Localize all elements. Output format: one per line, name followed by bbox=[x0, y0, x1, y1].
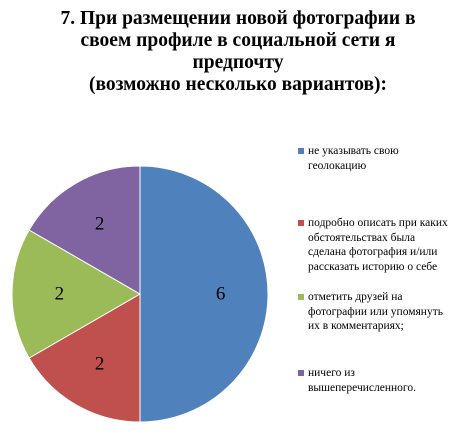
pie-data-label: 2 bbox=[95, 353, 105, 374]
legend-label: не указывать свою геолокацию bbox=[308, 144, 476, 173]
chart-title-line: 7. При размещении новой фотографии в bbox=[60, 8, 416, 29]
chart-title-line: своем профиле в социальной сети я bbox=[80, 30, 396, 51]
legend-label-line: не указывать свою bbox=[308, 145, 399, 157]
legend-label: ничего из вышеперечисленного. bbox=[308, 366, 476, 395]
legend-item: подробно описать при каких обстоятельств… bbox=[298, 216, 476, 274]
legend-label-line: геолокацию bbox=[308, 159, 367, 172]
pie-data-label: 6 bbox=[216, 284, 226, 305]
legend-swatch bbox=[298, 370, 304, 376]
legend-label-line: рассказать историю о себе bbox=[308, 260, 438, 273]
legend-swatch bbox=[298, 220, 304, 226]
legend-label-line: их в комментариях; bbox=[308, 320, 404, 332]
legend-label-line: ничего из bbox=[308, 367, 355, 379]
pie-data-label: 2 bbox=[95, 214, 105, 235]
pie-slice bbox=[139, 165, 269, 423]
pie-slice bbox=[28, 293, 141, 423]
legend-label-line: подробно описать при каких bbox=[308, 217, 448, 229]
legend-label-line: фотографии или упомянуть bbox=[308, 305, 443, 318]
legend-label: подробно описать при каких обстоятельств… bbox=[308, 216, 476, 274]
legend-swatch bbox=[298, 294, 304, 300]
chart-title: 7. При размещении новой фотографии в сво… bbox=[0, 8, 476, 96]
legend-swatch bbox=[298, 148, 304, 154]
legend-item: ничего из вышеперечисленного. bbox=[298, 366, 476, 395]
chart-title-line: предпочту bbox=[192, 52, 284, 73]
legend-label: отметить друзей на фотографии или упомян… bbox=[308, 290, 476, 334]
legend-label-line: сделана фотография и/или bbox=[308, 246, 438, 258]
pie-slice bbox=[28, 165, 141, 295]
chart-title-line: (возможно несколько вариантов): bbox=[88, 74, 388, 95]
pie-slice bbox=[11, 229, 142, 359]
legend-label-line: вышеперечисленного. bbox=[308, 381, 416, 394]
pie-data-label: 2 bbox=[55, 284, 65, 305]
legend-item: отметить друзей на фотографии или упомян… bbox=[298, 290, 476, 334]
legend-item: не указывать свою геолокацию bbox=[298, 144, 476, 173]
legend-label-line: обстоятельствах была bbox=[308, 231, 416, 244]
legend-label-line: отметить друзей на bbox=[308, 291, 403, 303]
